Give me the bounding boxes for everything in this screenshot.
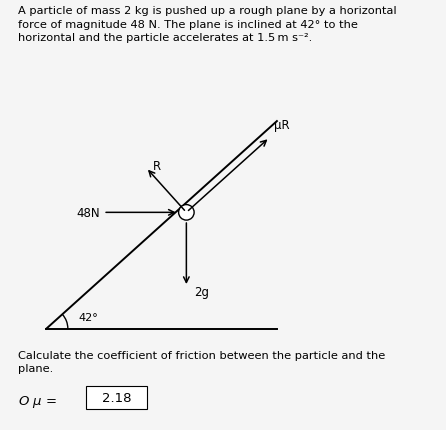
Text: 2g: 2g (194, 285, 209, 298)
Text: 48N: 48N (76, 206, 100, 219)
Circle shape (178, 205, 194, 221)
Text: $\mathit{O}$ $\mu$ =: $\mathit{O}$ $\mu$ = (18, 393, 57, 409)
Text: Calculate the coefficient of friction between the particle and the
plane.: Calculate the coefficient of friction be… (18, 350, 385, 374)
Text: 42°: 42° (78, 313, 99, 322)
Text: A particle of mass 2 kg is pushed up a rough plane by a horizontal
force of magn: A particle of mass 2 kg is pushed up a r… (18, 6, 397, 43)
Text: 2.18: 2.18 (102, 391, 131, 404)
Text: μR: μR (274, 119, 289, 132)
Text: R: R (153, 160, 161, 172)
FancyBboxPatch shape (86, 386, 147, 409)
